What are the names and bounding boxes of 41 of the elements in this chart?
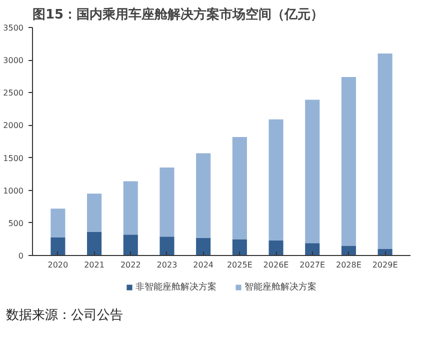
x-tick-label: 2023 xyxy=(156,260,178,270)
x-tick-label: 2025E xyxy=(226,260,252,270)
bar xyxy=(196,153,211,238)
bar xyxy=(232,136,247,240)
x-tick-label: 2027E xyxy=(300,260,326,270)
chart-title: 图15：国内乘用车座舱解决方案市场空间（亿元） xyxy=(32,6,324,22)
y-tick-label: 3500 xyxy=(3,24,24,32)
bar xyxy=(232,239,247,256)
bar xyxy=(123,181,138,235)
x-tick-label: 2021 xyxy=(84,260,104,270)
x-tick-label: 2026E xyxy=(263,260,289,270)
bar xyxy=(341,77,356,246)
bar xyxy=(50,208,66,238)
legend-label: 非智能座舱解决方案 xyxy=(136,280,216,294)
bar xyxy=(378,54,392,249)
bar xyxy=(50,237,66,256)
bar xyxy=(87,194,102,232)
source-note: 数据来源：公司公告 xyxy=(6,307,123,325)
bar xyxy=(196,238,211,256)
bar xyxy=(268,240,284,256)
bar xyxy=(160,236,174,256)
y-tick-label: 0 xyxy=(18,252,24,260)
y-tick-label: 3000 xyxy=(3,56,24,66)
bar xyxy=(87,232,102,256)
legend-label: 智能座舱解决方案 xyxy=(244,280,316,294)
x-tick-label: 2020 xyxy=(48,260,68,270)
bar xyxy=(305,243,320,256)
x-tick-label: 2024 xyxy=(193,260,214,270)
bar xyxy=(268,119,284,241)
y-tick-label: 1500 xyxy=(3,154,24,163)
y-tick-label: 500 xyxy=(8,218,24,228)
bar xyxy=(305,100,320,244)
x-tick-label: 2022 xyxy=(120,260,141,270)
bar xyxy=(341,246,356,256)
bar xyxy=(160,168,174,237)
y-tick-label: 2000 xyxy=(3,121,24,130)
y-tick-label: 2500 xyxy=(3,88,24,98)
y-tick-label: 1000 xyxy=(3,186,24,196)
x-tick-label: 2029E xyxy=(372,260,398,270)
bar xyxy=(123,234,138,256)
x-tick-label: 2028E xyxy=(336,260,362,270)
